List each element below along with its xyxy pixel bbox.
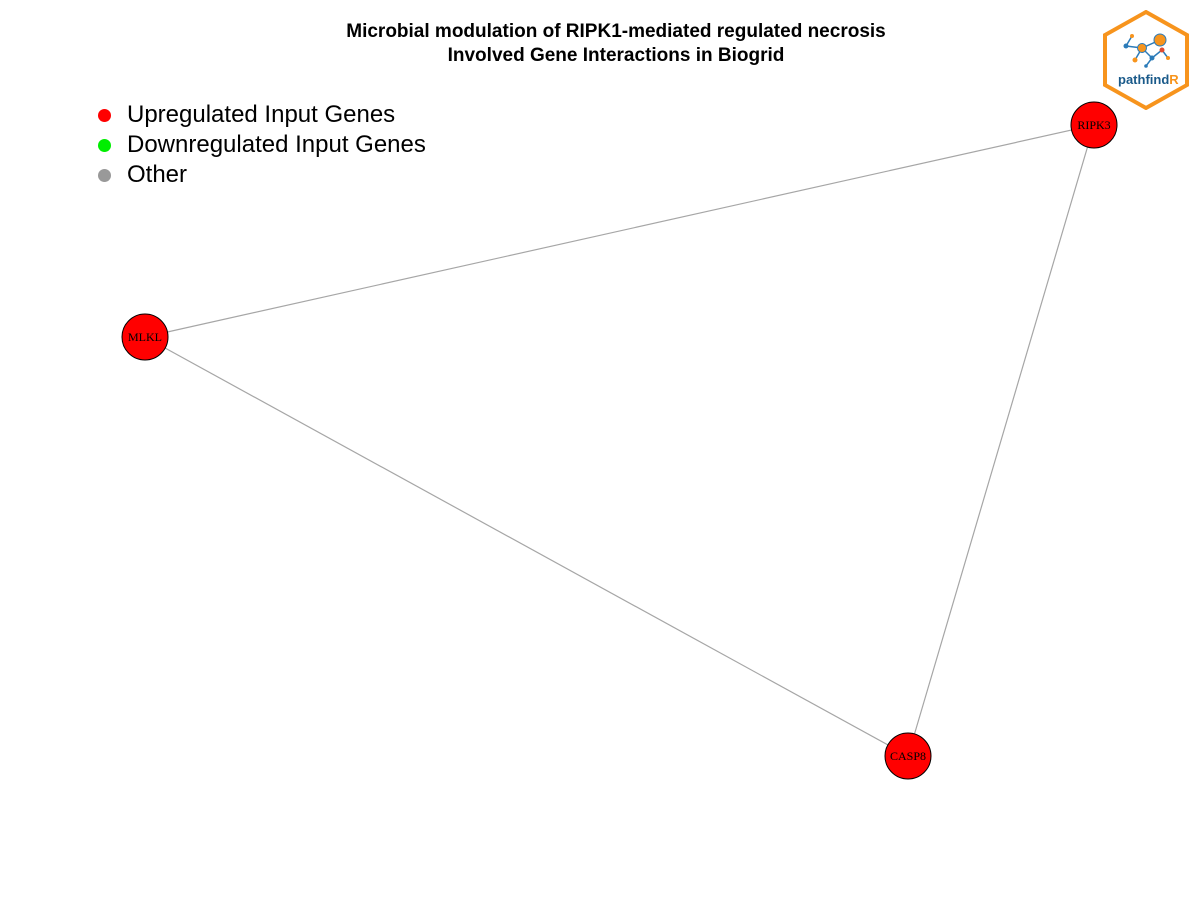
node-casp8: CASP8: [884, 732, 932, 780]
edge-layer: [144, 124, 1095, 757]
chart-title: Microbial modulation of RIPK1-mediated r…: [0, 20, 1200, 68]
legend-item-other: Other: [98, 160, 426, 190]
svg-text:pathfindR: pathfindR: [1118, 72, 1179, 87]
node-ripk3: RIPK3: [1070, 101, 1118, 149]
node-circle-casp8: [884, 732, 932, 780]
legend-item-upregulated: Upregulated Input Genes: [98, 100, 426, 130]
legend-label-upregulated: Upregulated Input Genes: [127, 101, 396, 128]
logo-text-main: pathfind: [1118, 72, 1169, 87]
edge-ripk3-casp8: [907, 124, 1095, 757]
legend-label-downregulated: Downregulated Input Genes: [127, 131, 426, 158]
edge-mlkl-casp8: [144, 336, 909, 757]
node-circle-mlkl: [121, 313, 169, 361]
node-label-casp8: CASP8: [890, 749, 926, 763]
edge-mlkl-ripk3: [144, 124, 1095, 338]
node-label-mlkl: MLKL: [128, 330, 162, 344]
legend: Upregulated Input Genes Downregulated In…: [98, 100, 426, 190]
node-circle-ripk3: [1070, 101, 1118, 149]
node-mlkl: MLKL: [121, 313, 169, 361]
pathfindr-logo: pathfindR: [1102, 9, 1190, 111]
legend-label-other: Other: [127, 161, 188, 188]
logo-text-accent: R: [1169, 72, 1179, 87]
node-layer: RIPK3 MLKL CASP8: [121, 101, 1118, 780]
legend-dot-downregulated: [98, 138, 111, 152]
title-line-1: Microbial modulation of RIPK1-mediated r…: [346, 21, 886, 42]
legend-item-downregulated: Downregulated Input Genes: [98, 130, 426, 160]
node-label-ripk3: RIPK3: [1077, 118, 1110, 132]
title-line-2: Involved Gene Interactions in Biogrid: [447, 45, 785, 66]
legend-dot-upregulated: [98, 108, 111, 122]
pathfindr-logo-icon: pathfindR: [1103, 9, 1189, 111]
legend-dot-other: [98, 168, 111, 182]
